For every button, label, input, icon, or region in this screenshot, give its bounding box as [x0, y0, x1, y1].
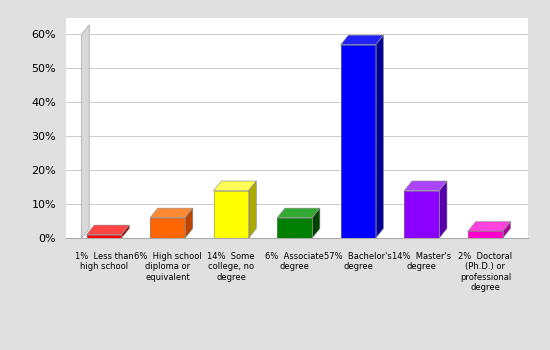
Polygon shape [404, 181, 447, 190]
Polygon shape [468, 222, 510, 231]
Text: 2%  Doctoral
(Ph.D.) or
professional
degree: 2% Doctoral (Ph.D.) or professional degr… [458, 252, 513, 292]
Polygon shape [468, 231, 503, 238]
Text: 1%  Less than
high school: 1% Less than high school [75, 252, 134, 271]
Text: 6%  High school
diploma or
equivalent: 6% High school diploma or equivalent [134, 252, 201, 282]
Polygon shape [81, 25, 89, 238]
Text: 14%  Some
college, no
degree: 14% Some college, no degree [207, 252, 255, 282]
Polygon shape [341, 35, 383, 45]
Polygon shape [503, 222, 510, 238]
Polygon shape [341, 45, 376, 238]
Text: 57%  Bachelor's
degree: 57% Bachelor's degree [324, 252, 392, 271]
Polygon shape [87, 225, 129, 235]
Polygon shape [214, 181, 256, 190]
Polygon shape [439, 181, 447, 238]
Polygon shape [214, 190, 249, 238]
Polygon shape [150, 208, 193, 218]
Polygon shape [376, 35, 383, 238]
Text: 14%  Master's
degree: 14% Master's degree [392, 252, 452, 271]
Polygon shape [87, 234, 122, 238]
Polygon shape [150, 218, 185, 238]
Text: 6%  Associate
degree: 6% Associate degree [265, 252, 324, 271]
Polygon shape [404, 190, 439, 238]
Polygon shape [312, 208, 320, 238]
Polygon shape [249, 181, 256, 238]
Polygon shape [277, 218, 312, 238]
Polygon shape [122, 225, 129, 238]
Polygon shape [277, 208, 320, 218]
Polygon shape [185, 208, 193, 238]
